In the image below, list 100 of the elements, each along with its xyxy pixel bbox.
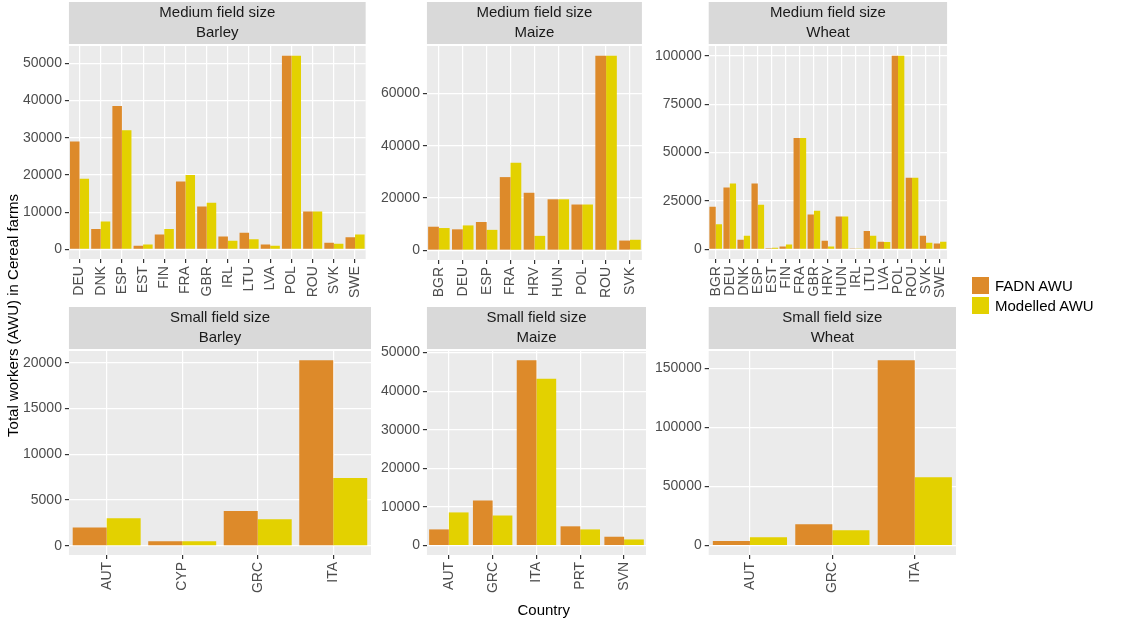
bar [624, 539, 644, 546]
x-tick-label: GRC [823, 561, 840, 594]
bar [877, 241, 884, 249]
bar [821, 240, 828, 249]
bar [223, 511, 258, 546]
x-tick-label: FRA [176, 265, 193, 295]
y-tick-label: 0 [54, 240, 63, 257]
bar [571, 204, 583, 250]
bar [100, 221, 111, 249]
bar [558, 199, 570, 250]
x-tick-label: AUT [439, 561, 456, 590]
bar [492, 515, 513, 546]
y-tick-label: 50000 [380, 343, 421, 360]
chart-title: Small field size [169, 308, 270, 326]
chart-subtitle: Maize [514, 23, 555, 41]
x-tick-label: CYP [173, 561, 190, 591]
x-tick-label: LTU [239, 266, 256, 292]
y-tick-label: 50000 [662, 143, 702, 160]
x-tick-label: HRV [525, 266, 542, 297]
y-tick-label: 0 [693, 536, 702, 553]
bar [72, 527, 107, 546]
y-tick-label: 100000 [655, 418, 702, 435]
x-tick-label: ROU [596, 266, 613, 299]
bar [547, 199, 559, 250]
bar [299, 360, 334, 546]
bar [905, 177, 913, 249]
bar [182, 541, 217, 546]
x-tick-label: SWE [345, 266, 362, 298]
bar [795, 524, 833, 546]
bar [291, 55, 302, 249]
legend-label: Modelled AWU [995, 296, 1094, 314]
bar [793, 138, 800, 249]
chart-subtitle: Barley [198, 328, 242, 346]
bar [799, 138, 807, 249]
x-tick-label: HRV [818, 265, 835, 296]
bar [712, 540, 750, 546]
x-tick-label: PRT [571, 561, 588, 590]
bar [729, 183, 737, 249]
bar [472, 500, 493, 546]
x-tick-label: ITA [905, 561, 922, 583]
bar [303, 211, 313, 249]
x-tick-label: DEU [453, 266, 470, 297]
y-tick-label: 30000 [22, 128, 63, 145]
bar [79, 178, 90, 249]
bar [121, 130, 132, 249]
x-tick-label: GBR [804, 266, 821, 297]
x-tick-label: AUT [740, 561, 757, 590]
chart-subtitle: Wheat [810, 328, 855, 346]
x-tick-label: ESP [477, 266, 494, 295]
bar [462, 225, 474, 250]
x-tick-label: SVK [324, 265, 341, 295]
x-tick-label: ESP [112, 266, 129, 295]
x-tick-label: EST [133, 265, 150, 294]
y-tick-label: 15000 [22, 399, 63, 416]
bar [580, 529, 600, 546]
bar [516, 360, 537, 546]
y-tick-label: 50000 [22, 54, 63, 70]
bar [218, 236, 228, 249]
bar [175, 181, 186, 249]
bar [227, 240, 238, 249]
bar [751, 183, 758, 249]
bar [560, 526, 581, 546]
chart-title: Small field size [782, 308, 883, 326]
bar [281, 55, 292, 249]
bar [475, 222, 487, 250]
chart-subtitle: Maize [516, 328, 557, 346]
bar [709, 206, 716, 249]
x-tick-label: GRC [248, 561, 265, 594]
x-tick-label: AUT [97, 561, 114, 590]
bar [206, 202, 217, 249]
x-tick-label: DNK [734, 265, 751, 296]
bar [257, 519, 292, 546]
y-tick-label: 30000 [380, 420, 421, 437]
bar [807, 214, 814, 249]
x-tick-label: ITA [324, 561, 341, 583]
y-tick-label: 100000 [655, 46, 702, 63]
bar [926, 242, 933, 249]
bar [606, 55, 617, 250]
bar [940, 241, 947, 249]
bar [743, 235, 751, 249]
x-tick-label: LVA [874, 265, 891, 291]
bar [898, 55, 905, 249]
bar [438, 228, 450, 250]
bar [106, 518, 141, 546]
bar [629, 239, 641, 250]
y-tick-label: 10000 [380, 497, 421, 514]
bar [813, 210, 821, 249]
y-tick-label: 150000 [655, 359, 702, 376]
bar [914, 477, 952, 546]
bar [452, 229, 463, 250]
chart-title: Medium field size [159, 3, 276, 21]
x-tick-label: FRA [790, 265, 807, 295]
bar [749, 537, 788, 546]
chart-subtitle: Barley [196, 23, 240, 41]
chart-title: Medium field size [769, 3, 886, 21]
bar [595, 55, 607, 250]
y-tick-label: 50000 [662, 477, 702, 494]
x-tick-label: BGR [429, 266, 446, 298]
bar [863, 231, 870, 249]
y-tick-label: 0 [54, 536, 63, 553]
